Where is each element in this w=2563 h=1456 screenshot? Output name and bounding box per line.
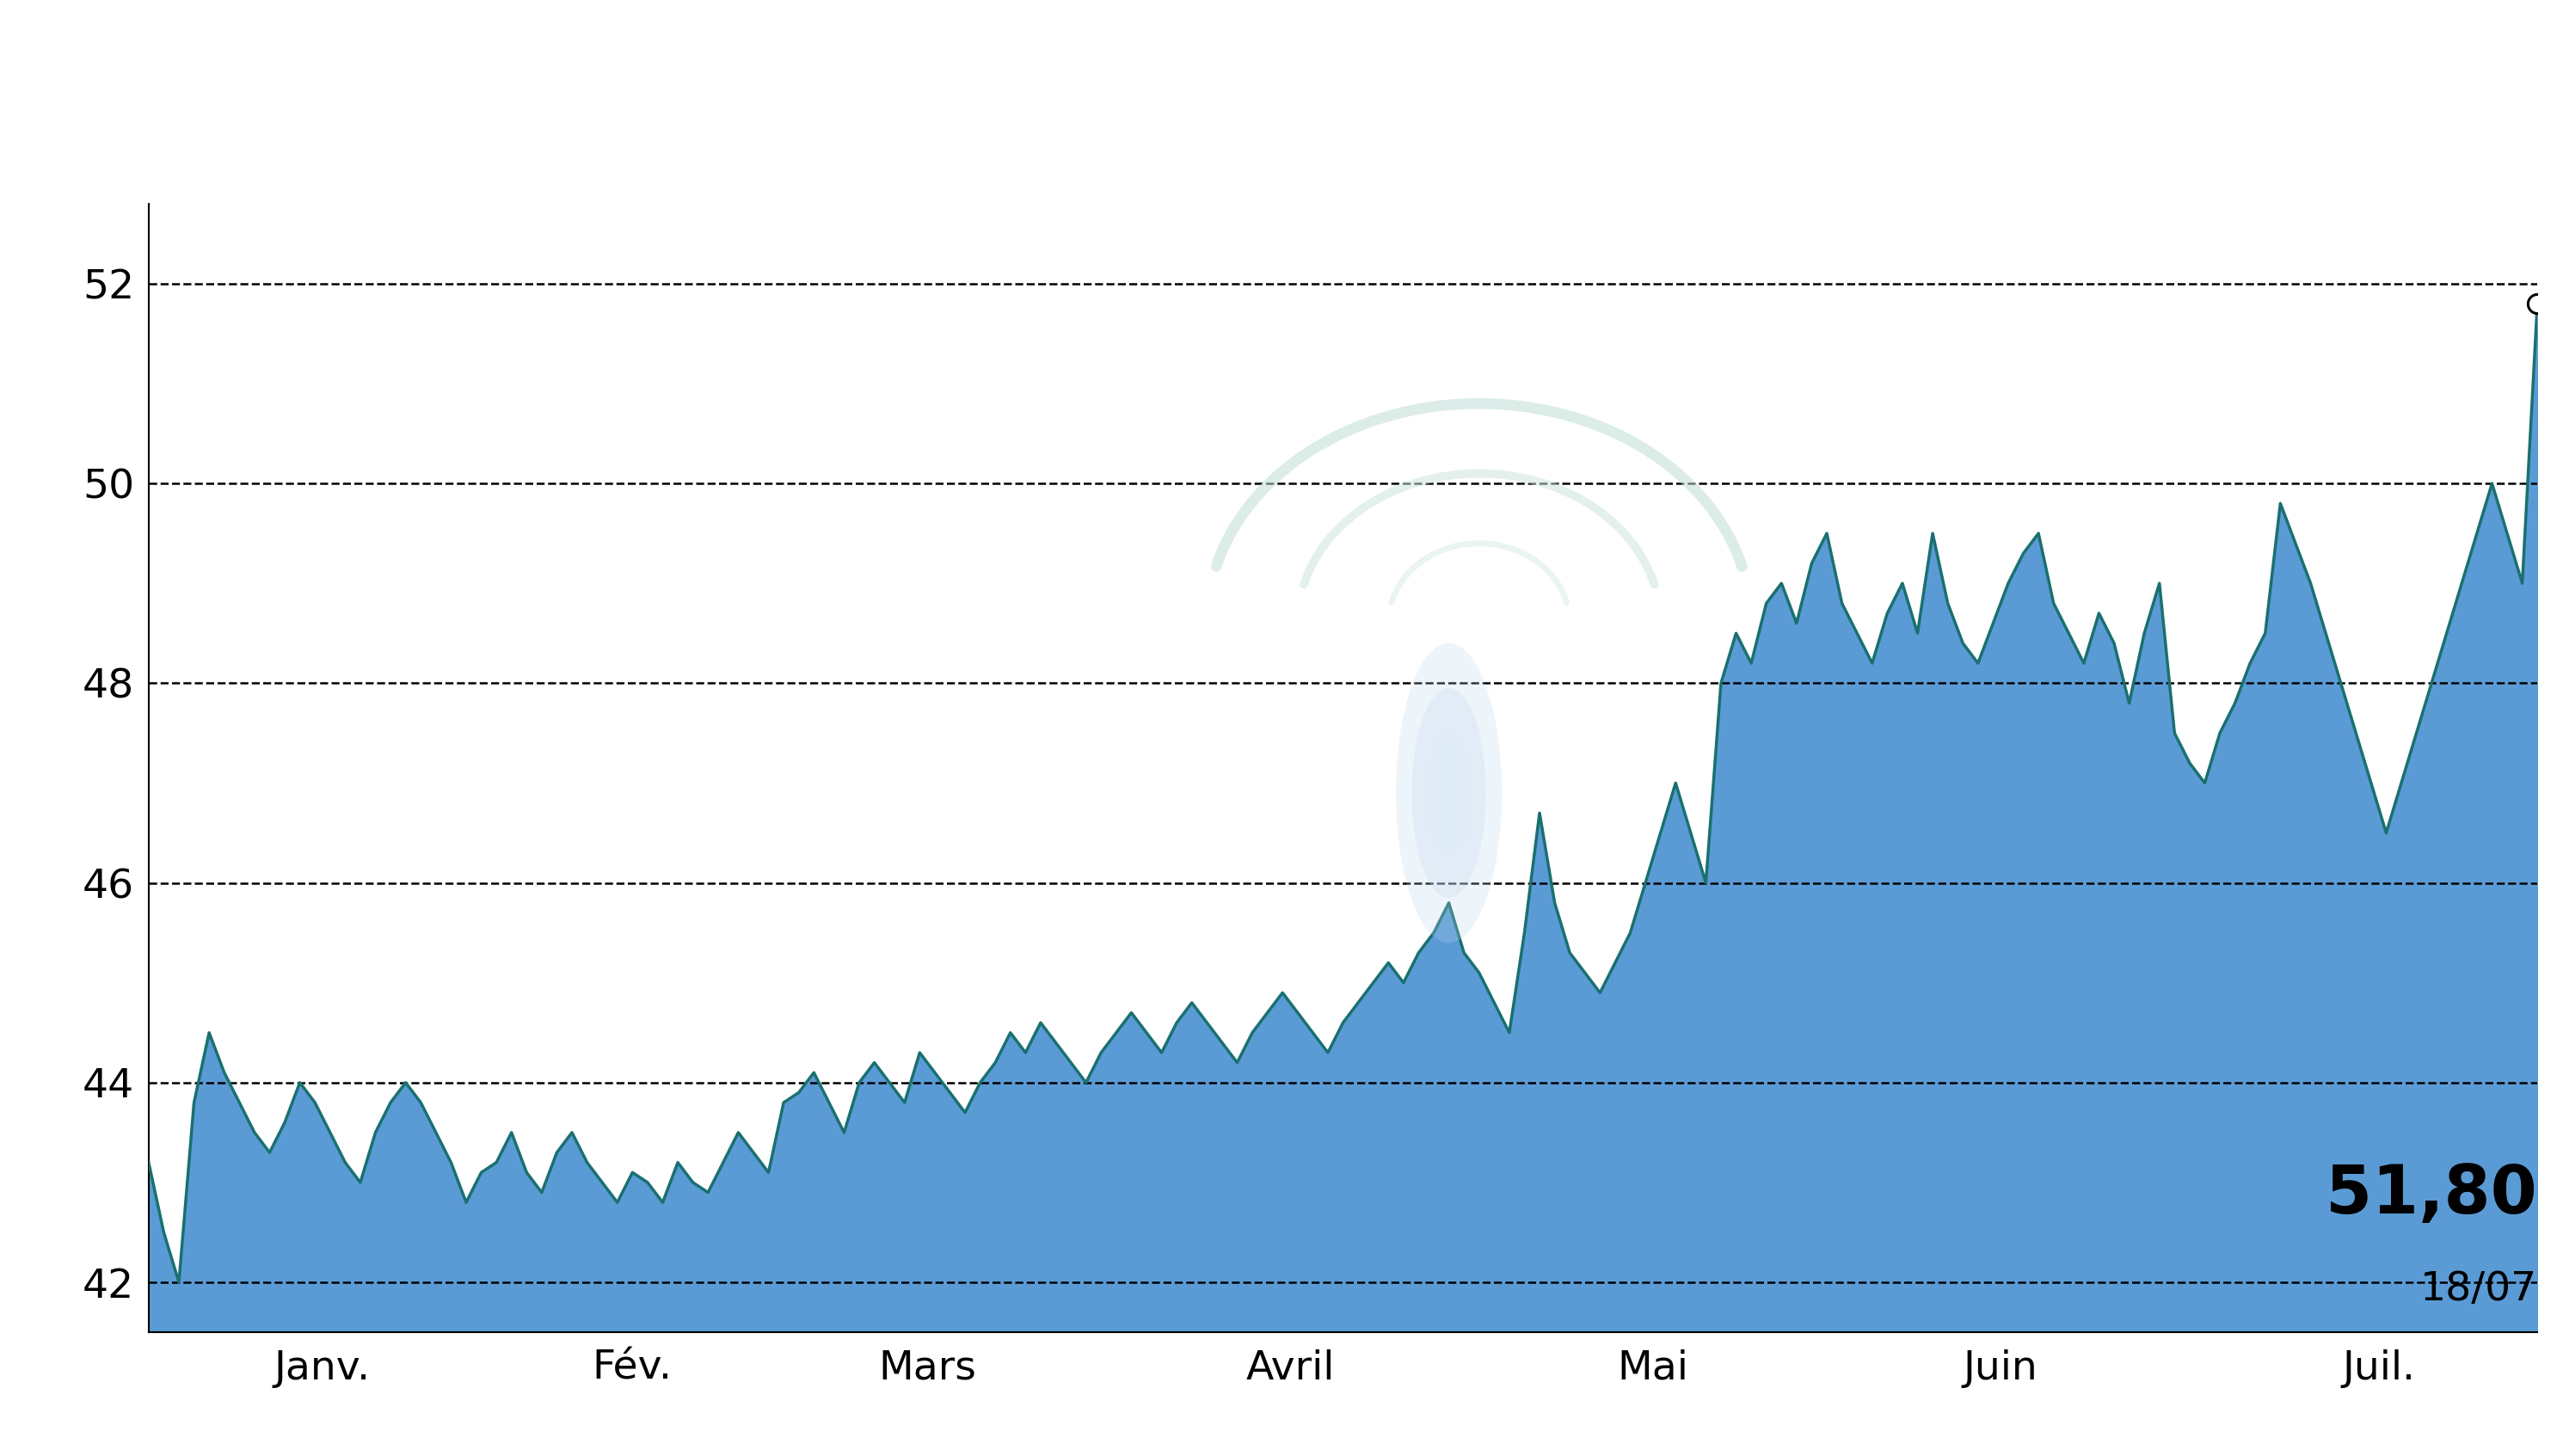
Ellipse shape <box>1428 732 1471 853</box>
Text: 51,80: 51,80 <box>2327 1162 2537 1227</box>
Text: SNP Schneider-Neureither & Partner SE: SNP Schneider-Neureither & Partner SE <box>238 41 2325 131</box>
Text: 18/07: 18/07 <box>2419 1271 2537 1309</box>
Ellipse shape <box>1397 644 1502 943</box>
Bar <box>2484 1290 2530 1318</box>
Ellipse shape <box>1412 689 1487 898</box>
